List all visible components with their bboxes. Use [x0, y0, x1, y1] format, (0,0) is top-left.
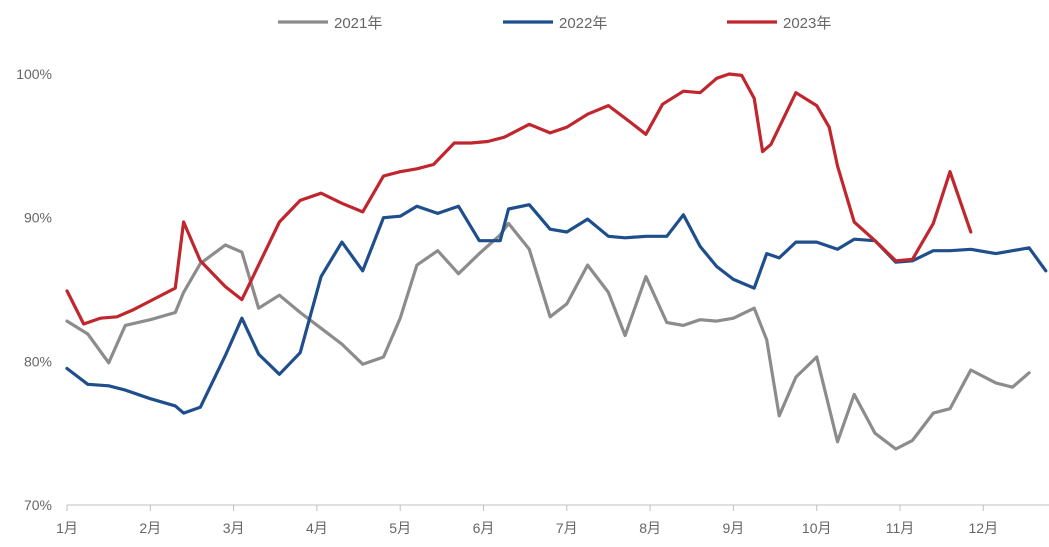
x-tick-label: 7月 — [556, 520, 578, 536]
x-tick-label: 5月 — [389, 520, 411, 536]
y-tick-label: 100% — [16, 66, 52, 82]
series-line-1 — [65, 203, 1048, 415]
y-tick-label: 80% — [24, 353, 52, 369]
x-tick-label: 8月 — [639, 520, 661, 536]
x-tick-label: 10月 — [802, 520, 832, 536]
series-line-0 — [65, 221, 1031, 451]
legend-label-0: 2021年 — [334, 15, 382, 32]
y-axis: 70% 80% 90% 100% — [16, 66, 52, 513]
series-line-2 — [65, 72, 973, 326]
x-axis: 1月 2月 3月 4月 5月 6月 7月 8月 9月 10月 11月 12月 — [56, 504, 1049, 536]
x-tick-label: 4月 — [306, 520, 328, 536]
legend-label-1: 2022年 — [559, 15, 607, 32]
x-tick-label: 2月 — [139, 520, 161, 536]
y-tick-label: 90% — [24, 210, 52, 226]
legend: 2021年 2022年 2023年 — [278, 15, 831, 32]
legend-label-2: 2023年 — [783, 15, 831, 32]
x-tick-label: 1月 — [56, 520, 78, 536]
x-tick-label: 9月 — [723, 520, 745, 536]
x-tick-label: 11月 — [886, 520, 915, 536]
x-tick-label: 6月 — [473, 520, 495, 536]
x-tick-label: 3月 — [223, 520, 245, 536]
x-tick-label: 12月 — [969, 520, 999, 536]
y-tick-label: 70% — [24, 497, 52, 513]
plot-area — [65, 72, 1048, 451]
